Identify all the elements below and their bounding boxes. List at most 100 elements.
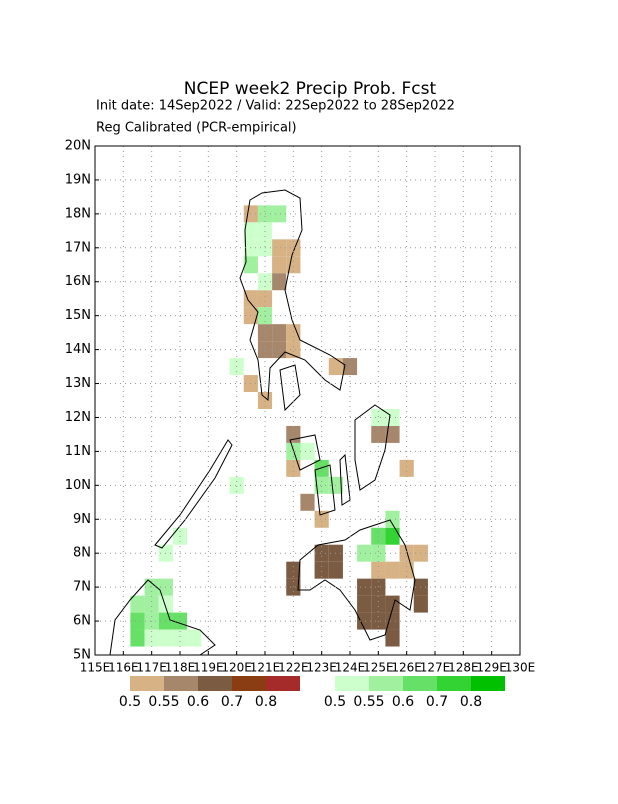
grid-cell (314, 544, 329, 562)
grid-cell (328, 358, 343, 376)
y-tick-label: 17N (65, 240, 91, 255)
grid-cell (286, 324, 301, 342)
colorbar-swatch (437, 676, 471, 691)
grid-cell (371, 425, 386, 443)
grid-cell (257, 324, 273, 342)
grid-cell (144, 629, 159, 647)
x-tick-label: 122E (278, 661, 309, 675)
coastline (289, 434, 321, 471)
colorbar-swatch (198, 676, 232, 691)
grid-cell (399, 544, 414, 562)
grid-cell (144, 595, 159, 613)
grid-cell (385, 612, 400, 630)
grid-cell (357, 612, 372, 630)
grid-cell (399, 561, 414, 579)
grid-cell (272, 205, 287, 223)
colorbar-label: 0.55 (353, 694, 384, 710)
grid-cell (314, 510, 329, 528)
grid-cell (286, 459, 301, 477)
grid-cell (243, 290, 258, 308)
colorbar-label: 0.5 (324, 694, 346, 710)
grid-cell (130, 629, 145, 647)
colorbar-label: 0.7 (426, 694, 448, 710)
x-tick-label: 115E (80, 661, 111, 675)
coastline (109, 579, 216, 656)
grid-cell (130, 612, 145, 630)
grid-cell (385, 629, 400, 647)
colorbar-label: 0.8 (460, 694, 482, 710)
y-tick-label: 15N (65, 308, 91, 323)
y-tick-label: 8N (73, 546, 91, 561)
grid-cell (385, 425, 400, 443)
grid-cell (328, 561, 343, 579)
x-tick-label: 124E (335, 661, 366, 675)
plot-frame (94, 145, 521, 656)
grid-cell (385, 510, 400, 528)
x-tick-label: 118E (165, 661, 196, 675)
coastline (339, 453, 351, 506)
coastline (354, 404, 391, 491)
x-tick-label: 123E (306, 661, 337, 675)
grid-cell (300, 442, 315, 460)
coastline (279, 364, 301, 412)
grid-cell (158, 629, 173, 647)
y-tick-label: 5N (73, 648, 91, 663)
x-tick-label: 120E (221, 661, 252, 675)
grid-cell (229, 476, 244, 494)
y-tick-label: 16N (65, 274, 91, 289)
y-tick-label: 19N (65, 172, 91, 187)
x-tick-label: 128E (448, 661, 479, 675)
grid-cell (130, 595, 145, 613)
chart-title: NCEP week2 Precip Prob. Fcst (184, 79, 437, 99)
colorbar-swatch (471, 676, 505, 691)
y-tick-label: 6N (73, 614, 91, 629)
grid-cell (399, 459, 414, 477)
grid-cell (385, 408, 400, 426)
grid-cell (286, 561, 301, 579)
grid-cell (314, 561, 329, 579)
colorbar-label: 0.8 (255, 694, 277, 710)
grid-cell (371, 561, 386, 579)
coastlines (109, 189, 416, 656)
colorbar-label: 0.5 (119, 694, 141, 710)
grid-cell (172, 629, 188, 647)
x-tick-label: 129E (476, 661, 507, 675)
grid-cell (272, 273, 287, 291)
colorbar-label: 0.6 (392, 694, 414, 710)
grid-cell (371, 595, 386, 613)
colorbar-swatch (232, 676, 266, 691)
grid-cell (371, 578, 386, 596)
coastline (154, 439, 233, 549)
y-tick-label: 14N (65, 342, 91, 357)
x-tick-label: 126E (391, 661, 422, 675)
coastline (239, 189, 346, 402)
colorbar-swatch (403, 676, 437, 691)
y-tick-label: 18N (65, 206, 91, 221)
grid-cell (243, 256, 258, 274)
grid-cell (286, 256, 301, 274)
grid-cell (300, 493, 315, 511)
grid-cell (257, 290, 273, 308)
colorbar-swatch (369, 676, 403, 691)
grid-cell (257, 222, 273, 240)
grid-cell (413, 595, 428, 613)
grid-cell (357, 544, 372, 562)
y-tick-label: 10N (65, 478, 91, 493)
grid-cell (272, 324, 287, 342)
grid-cell (385, 595, 400, 613)
colorbar-label: 0.7 (221, 694, 243, 710)
y-tick-label: 7N (73, 580, 91, 595)
colorbar-swatch (164, 676, 198, 691)
colorbar-label: 0.55 (148, 694, 179, 710)
grid-cell (243, 222, 258, 240)
y-tick-label: 13N (65, 376, 91, 391)
grid-cell (187, 629, 202, 647)
grid-cell (357, 578, 372, 596)
grid-cell (144, 578, 159, 596)
y-tick-label: 12N (65, 410, 91, 425)
y-tick-label: 11N (65, 444, 91, 459)
x-tick-label: 119E (193, 661, 224, 675)
subtitle: Reg Calibrated (PCR-empirical) (96, 121, 297, 136)
grid-cell (158, 595, 173, 613)
y-tick-label: 20N (65, 139, 91, 154)
